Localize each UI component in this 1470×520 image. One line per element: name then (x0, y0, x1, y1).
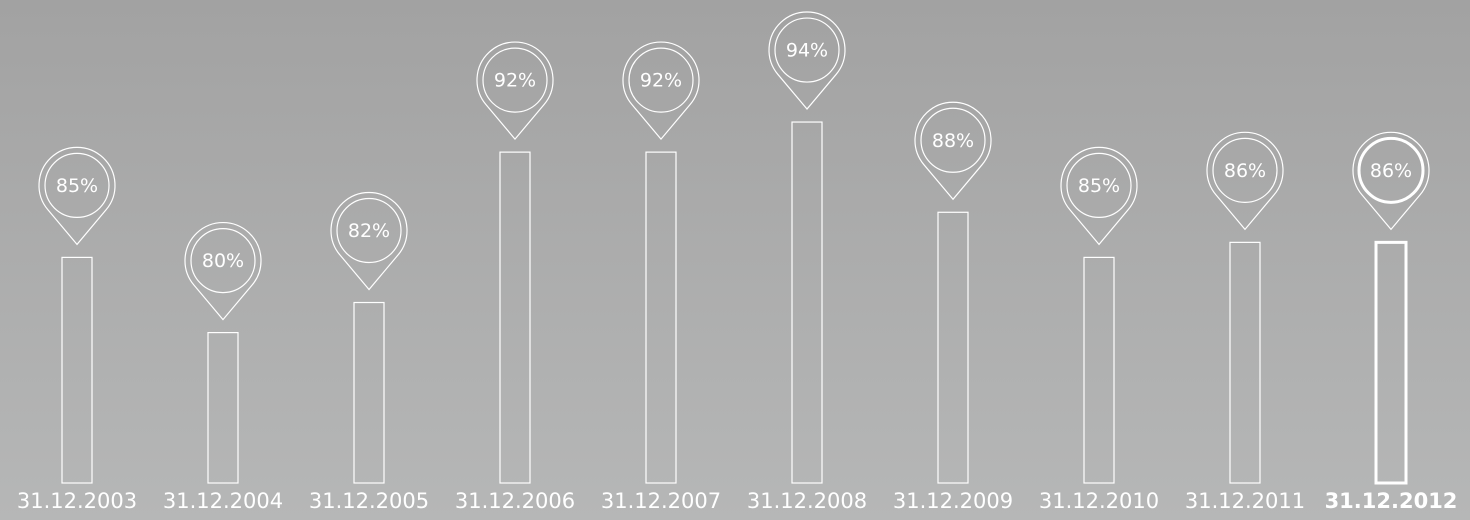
x-tick-label: 31.12.2003 (17, 489, 137, 513)
value-label: 82% (348, 220, 390, 242)
x-tick-label: 31.12.2008 (747, 489, 867, 513)
x-tick-label: 31.12.2006 (455, 489, 575, 513)
pin-outline (476, 41, 554, 141)
x-tick-label: 31.12.2012 (1325, 489, 1458, 513)
x-tick-label: 31.12.2009 (893, 489, 1013, 513)
pin-circle (1066, 152, 1132, 218)
pin-outline (1352, 131, 1430, 231)
pin-circle (1212, 137, 1278, 203)
pin-outline (330, 191, 408, 291)
value-label: 85% (1078, 175, 1120, 197)
bar (645, 151, 677, 484)
x-tick-label: 31.12.2010 (1039, 489, 1159, 513)
bar (61, 256, 93, 484)
bar (207, 332, 239, 484)
x-tick-label: 31.12.2005 (309, 489, 429, 513)
pin-outline (1060, 146, 1138, 246)
pin-outline (38, 146, 116, 246)
value-label: 94% (786, 40, 828, 62)
x-tick-label: 31.12.2011 (1185, 489, 1305, 513)
value-label: 86% (1224, 160, 1266, 182)
pin-circle (628, 47, 694, 113)
pin-circle (774, 17, 840, 83)
pin-circle (190, 228, 256, 294)
value-label: 80% (202, 250, 244, 272)
bar (1083, 256, 1115, 484)
pin-circle (336, 197, 402, 264)
bar (1374, 240, 1408, 485)
bar (1229, 241, 1261, 484)
pin-outline (768, 11, 846, 110)
pin-circle (44, 152, 110, 218)
pin-circle (920, 107, 986, 173)
pin-outline (914, 101, 992, 201)
pin-outline (184, 221, 262, 321)
bar (937, 211, 969, 484)
pin-circle (482, 47, 548, 113)
bar (353, 301, 385, 484)
value-label: 92% (494, 70, 536, 92)
bar (791, 121, 823, 484)
value-label: 88% (932, 130, 974, 152)
x-tick-label: 31.12.2007 (601, 489, 721, 513)
value-label: 92% (640, 70, 682, 92)
pin-circle (1357, 136, 1425, 204)
bar (499, 151, 531, 484)
pin-outline (1206, 131, 1284, 231)
value-label: 86% (1370, 160, 1412, 182)
value-label: 85% (56, 175, 98, 197)
x-tick-label: 31.12.2004 (163, 489, 283, 513)
pin-outline (622, 41, 700, 141)
